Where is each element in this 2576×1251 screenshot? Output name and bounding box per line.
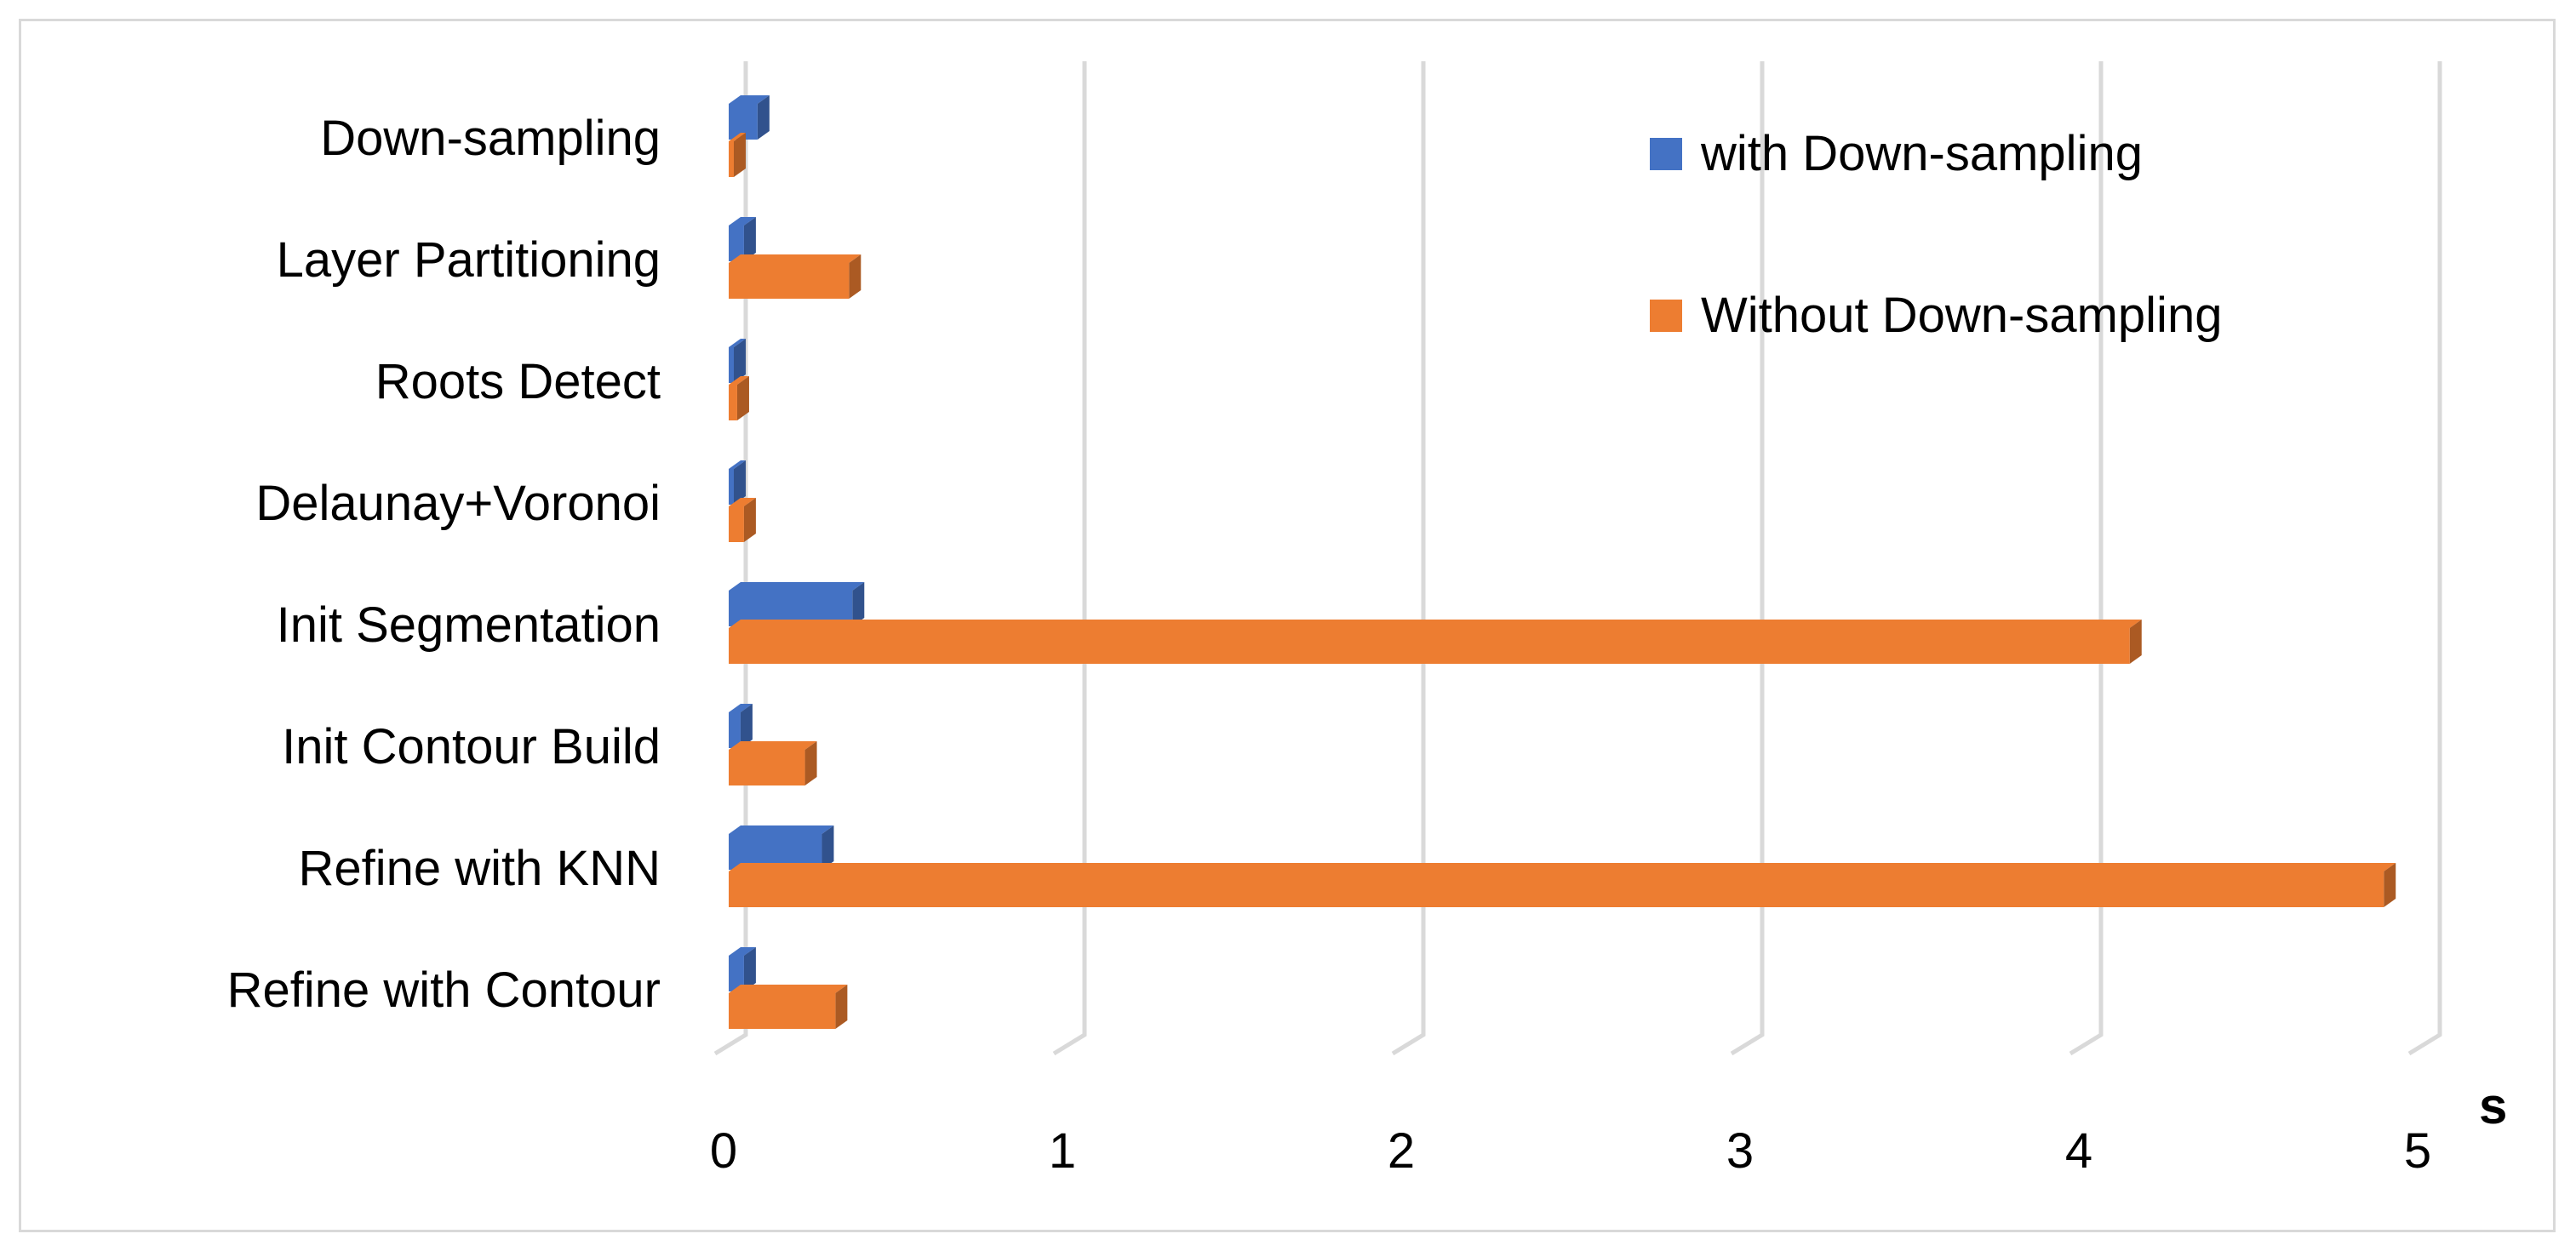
bar-without-down-sampling-down-sampling <box>729 133 746 177</box>
x-tick-label-0: 0 <box>710 1123 737 1179</box>
gridline-2 <box>1391 61 1426 1056</box>
category-label-roots-detect: Roots Detect <box>375 354 661 409</box>
gridline-1 <box>1052 61 1087 1056</box>
x-tick-labels: 0 1 2 3 4 5 <box>710 1123 2431 1179</box>
bar-with-down-sampling-init-contour-build <box>729 704 753 748</box>
category-label-refine-with-contour: Refine with Contour <box>227 963 661 1018</box>
x-axis-unit-label: s <box>2479 1077 2507 1134</box>
bar-without-down-sampling-layer-partitioning <box>729 254 862 299</box>
category-label-init-segmentation: Init Segmentation <box>277 597 661 653</box>
category-labels: Down-sampling Layer Partitioning Roots Det… <box>227 111 661 1018</box>
x-tick-label-3: 3 <box>1726 1123 1754 1179</box>
category-label-refine-with-knn: Refine with KNN <box>299 841 661 896</box>
category-label-delaunay-voronoi: Delaunay+Voronoi <box>255 476 661 531</box>
gridline-4 <box>2069 61 2104 1056</box>
bar-without-down-sampling-init-contour-build <box>729 741 817 785</box>
bar-with-down-sampling-delaunay-voronoi <box>729 460 746 505</box>
bar-without-down-sampling-roots-detect <box>729 376 749 420</box>
bar-with-down-sampling-roots-detect <box>729 339 746 383</box>
bars <box>729 95 2396 1029</box>
bar-without-down-sampling-refine-with-knn <box>729 863 2396 907</box>
category-label-down-sampling: Down-sampling <box>320 111 661 166</box>
category-label-init-contour-build: Init Contour Build <box>282 719 661 774</box>
x-tick-label-2: 2 <box>1388 1123 1415 1179</box>
gridline-3 <box>1730 61 1765 1056</box>
bar-without-down-sampling-init-segmentation <box>729 620 2142 664</box>
bar-without-down-sampling-delaunay-voronoi <box>729 498 756 542</box>
bar-without-down-sampling-refine-with-contour <box>729 985 848 1029</box>
legend-swatch-without-downsampling <box>1650 300 1682 332</box>
legend-swatch-with-downsampling <box>1650 138 1682 170</box>
x-tick-label-5: 5 <box>2404 1123 2431 1179</box>
gridline-5 <box>2407 61 2442 1056</box>
bar-with-down-sampling-down-sampling <box>729 95 770 140</box>
bar-with-down-sampling-refine-with-contour <box>729 947 756 991</box>
legend: with Down-sampling Without Down-sampling <box>1650 126 2222 343</box>
legend-label-with-downsampling: with Down-sampling <box>1700 126 2143 181</box>
x-tick-label-4: 4 <box>2065 1123 2092 1179</box>
x-tick-label-1: 1 <box>1049 1123 1076 1179</box>
category-label-layer-partitioning: Layer Partitioning <box>277 232 661 288</box>
legend-label-without-downsampling: Without Down-sampling <box>1701 288 2222 343</box>
bar-with-down-sampling-layer-partitioning <box>729 217 756 261</box>
